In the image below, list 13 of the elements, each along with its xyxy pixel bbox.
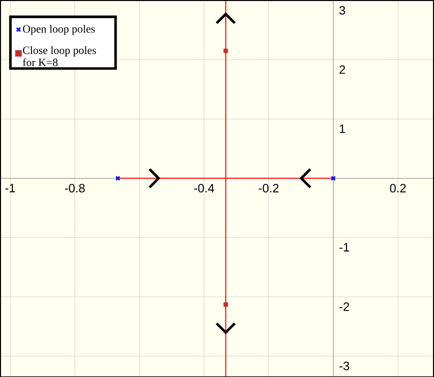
y-tick-label: -1 <box>339 242 350 252</box>
y-tick-label: 2 <box>340 65 346 74</box>
x-tick-label: -1 <box>5 184 15 192</box>
x-tick-label: -0.2 <box>258 184 279 192</box>
y-tick-label: 1 <box>340 124 346 133</box>
x-tick-label: -0.8 <box>64 184 85 192</box>
legend-label: Close loop poles for K=8 <box>22 46 96 66</box>
x-tick-label: -0.4 <box>194 184 214 192</box>
x-tick-label: 0.2 <box>390 184 406 192</box>
legend-label: Open loop poles <box>22 24 95 35</box>
y-tick-label: 3 <box>339 6 346 14</box>
y-tick-label: -3 <box>339 362 350 370</box>
y-tick-label: -2 <box>339 302 350 311</box>
